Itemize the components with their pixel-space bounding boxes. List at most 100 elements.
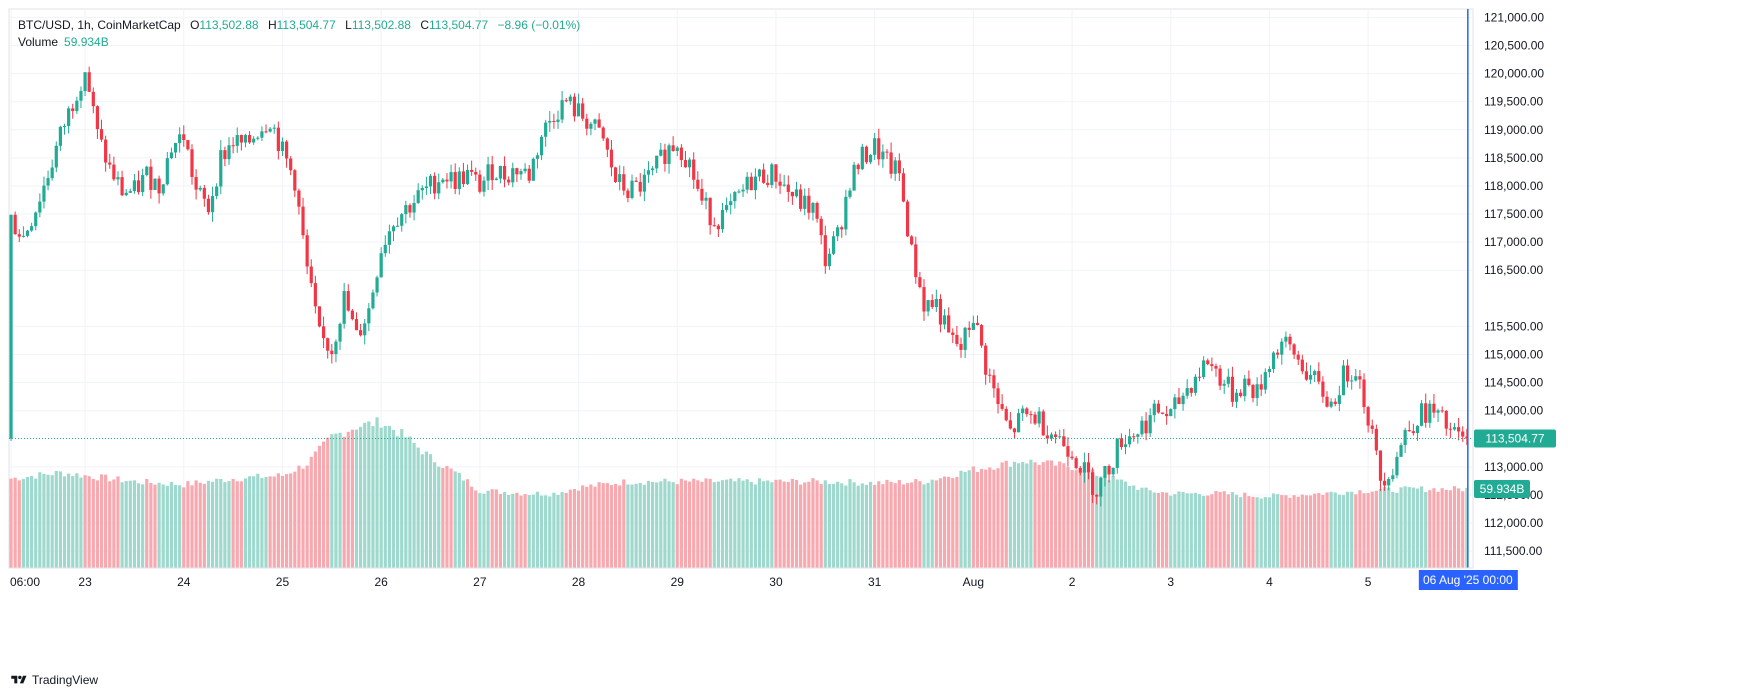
- volume-bar: [971, 466, 975, 568]
- volume-bar: [1152, 492, 1156, 568]
- volume-bar: [901, 484, 906, 568]
- volume-bar: [1271, 493, 1276, 568]
- volume-bar: [1308, 495, 1313, 568]
- axes: 121,000.00 120,500.00 120,000.00 119,500.00…: [9, 9, 1556, 590]
- volume-bar: [1222, 491, 1226, 568]
- volume-bar: [87, 476, 91, 568]
- symbol-title[interactable]: BTC/USD, 1h, CoinMarketCap: [18, 18, 181, 32]
- candle-body: [819, 218, 823, 236]
- candle-body: [1222, 383, 1226, 386]
- price-tick-label: 119,000.00: [1484, 123, 1543, 137]
- volume-bar: [367, 421, 371, 568]
- volume-bar: [774, 479, 778, 568]
- candle-body: [782, 184, 786, 186]
- candle-body: [1197, 376, 1202, 378]
- volume-bar: [95, 480, 100, 568]
- volume-bar: [1189, 493, 1193, 568]
- candle-body: [367, 308, 371, 324]
- volume-bar: [1206, 495, 1210, 568]
- volume-bar: [1086, 470, 1091, 568]
- volume-bar: [1041, 462, 1045, 568]
- candle-body: [1411, 431, 1415, 434]
- volume-bar: [827, 483, 832, 568]
- candle-body: [420, 187, 424, 191]
- volume-bar: [1292, 495, 1296, 568]
- candle-body: [823, 235, 827, 267]
- volume-bar: [663, 478, 667, 568]
- volume-bar: [794, 480, 799, 568]
- volume-bar: [613, 483, 618, 568]
- volume-bar: [556, 494, 560, 568]
- volume-bar: [91, 478, 95, 568]
- candle-body: [988, 374, 992, 376]
- time-tick-label: 3: [1167, 575, 1174, 589]
- candle-body: [350, 310, 354, 320]
- volume-bar: [1078, 472, 1082, 568]
- candle-body: [1419, 403, 1424, 426]
- candle-body: [786, 184, 790, 192]
- volume-bar: [679, 478, 683, 568]
- volume-bar: [733, 481, 737, 568]
- candle-body: [885, 151, 889, 153]
- volume-bar: [831, 483, 836, 568]
- volume-bar: [25, 476, 30, 568]
- candle-body: [671, 145, 675, 152]
- volume-bar: [745, 479, 749, 568]
- volume-bar: [157, 482, 161, 568]
- volume-bar: [465, 479, 470, 568]
- volume-bar: [141, 484, 145, 568]
- candle-body: [313, 283, 317, 307]
- volume-bar: [342, 436, 346, 568]
- volume-bar: [276, 473, 280, 568]
- volume-bar: [400, 429, 404, 568]
- volume-label[interactable]: Volume: [18, 35, 59, 49]
- candle-body: [1111, 467, 1115, 475]
- candle-body: [437, 182, 441, 194]
- volume-bar: [293, 471, 297, 568]
- volume-bar: [502, 492, 507, 568]
- close-label: C: [420, 18, 429, 32]
- close-value: 113,504.77: [429, 18, 489, 32]
- candle-body: [231, 145, 235, 147]
- volume-bar: [692, 478, 696, 568]
- candle-body: [1115, 438, 1119, 468]
- volume-bar: [108, 481, 112, 568]
- candle-body: [186, 140, 190, 150]
- tradingview-logo[interactable]: TradingView: [10, 673, 98, 687]
- volume-bar: [124, 481, 128, 568]
- candle-body: [1066, 446, 1070, 457]
- volume-bar: [815, 480, 819, 568]
- volume-bar: [515, 492, 519, 568]
- volume-bar: [766, 480, 770, 568]
- volume-bar: [326, 437, 330, 568]
- volume-bar: [519, 495, 523, 568]
- volume-bar: [1008, 466, 1012, 568]
- candle-body: [1041, 411, 1045, 436]
- volume-bar: [1444, 489, 1448, 568]
- candle-body: [280, 141, 285, 151]
- candles: [9, 66, 1469, 507]
- volume-bar: [836, 481, 840, 568]
- volume-bar: [1288, 497, 1292, 568]
- volume-bar: [683, 480, 688, 568]
- volume-bar: [716, 481, 720, 568]
- candle-body: [1399, 445, 1403, 457]
- candle-body: [301, 206, 305, 236]
- volume-bar: [1144, 487, 1148, 568]
- price-tick-label: 112,000.00: [1484, 516, 1543, 530]
- candle-body: [1255, 384, 1259, 399]
- candle-body: [1193, 376, 1198, 393]
- volume-bar: [1025, 463, 1029, 568]
- candle-body: [984, 345, 988, 375]
- volume-bar: [725, 479, 729, 568]
- volume-bar: [1136, 489, 1140, 568]
- candle-body: [1271, 352, 1276, 370]
- candle-body: [1021, 408, 1025, 414]
- candle-body: [1317, 371, 1321, 382]
- volume-bar: [1004, 460, 1008, 568]
- candle-body: [461, 171, 466, 185]
- candle-body: [593, 119, 597, 124]
- candle-body: [1350, 380, 1354, 382]
- volume-bar: [1230, 492, 1235, 568]
